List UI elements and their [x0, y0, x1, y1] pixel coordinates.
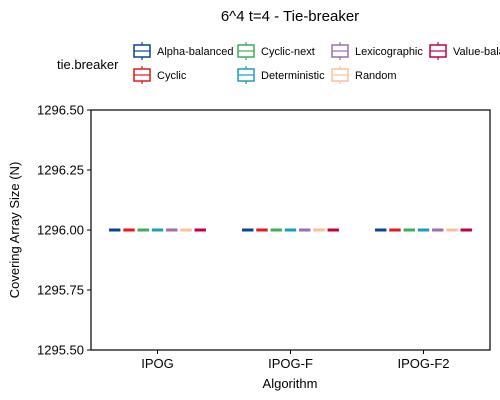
x-tick-label: IPOG — [141, 356, 174, 371]
x-tick-label: IPOG-F2 — [397, 356, 449, 371]
legend-item: Cyclic-next — [237, 42, 315, 60]
legend-item: Alpha-balanced — [133, 42, 233, 60]
plot-panel — [90, 109, 491, 351]
legend-label: Lexicographic — [355, 46, 423, 58]
y-axis: 1295.50 1295.75 1296.00 1296.25 1296.50 — [37, 103, 91, 358]
legend: Alpha-balanced Cyclic Cyclic-next Determini… — [133, 42, 500, 84]
y-tick-label: 1296.25 — [37, 163, 84, 178]
legend-item: Deterministic — [237, 66, 325, 84]
legend-item: Value-balanced — [429, 42, 500, 60]
y-axis-label: Covering Array Size (N) — [7, 162, 22, 299]
y-tick-label: 1295.75 — [37, 283, 84, 298]
legend-label: Random — [355, 70, 397, 82]
legend-item: Random — [331, 66, 397, 84]
legend-label: Cyclic-next — [261, 46, 315, 58]
x-tick-label: IPOG-F — [268, 356, 313, 371]
x-axis: IPOG IPOG-F IPOG-F2 — [141, 350, 450, 371]
y-tick-label: 1295.50 — [37, 343, 84, 358]
chart-title: 6^4 t=4 - Tie-breaker — [221, 8, 359, 25]
y-tick-label: 1296.50 — [37, 103, 84, 118]
legend-label: Alpha-balanced — [157, 46, 233, 58]
legend-label: Deterministic — [261, 70, 325, 82]
legend-label: Value-balanced — [453, 46, 500, 58]
y-tick-label: 1296.00 — [37, 223, 84, 238]
legend-title: tie.breaker — [57, 57, 119, 72]
legend-label: Cyclic — [157, 70, 187, 82]
legend-item: Cyclic — [133, 66, 187, 84]
legend-item: Lexicographic — [331, 42, 423, 60]
x-axis-label: Algorithm — [263, 376, 318, 391]
